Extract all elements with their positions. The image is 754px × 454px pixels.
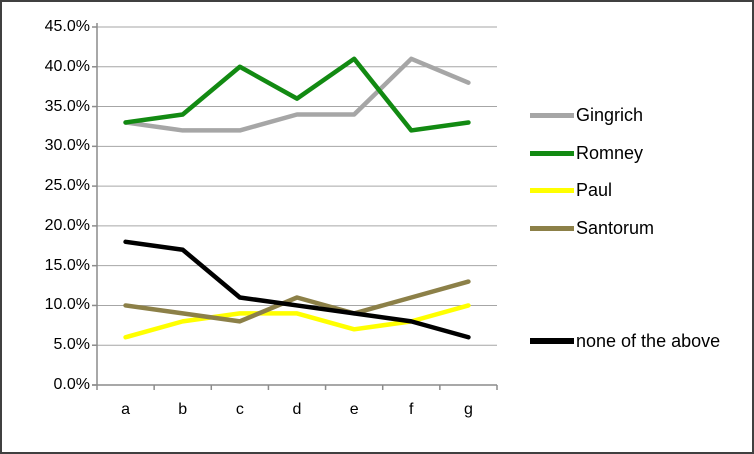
- y-tick-label: 35.0%: [44, 97, 90, 115]
- x-tick-label: a: [121, 401, 131, 418]
- y-tick-label: 15.0%: [44, 256, 90, 274]
- y-tick-label: 10.0%: [44, 296, 90, 314]
- x-tick-label: f: [409, 401, 414, 418]
- y-tick-label: 40.0%: [44, 57, 90, 75]
- y-tick-label: 25.0%: [44, 177, 90, 195]
- series-line-romney: [123, 56, 471, 133]
- x-tick-label: e: [349, 401, 359, 418]
- x-tick-label: b: [178, 401, 188, 418]
- y-tick-label: 45.0%: [44, 18, 90, 35]
- y-tick-label: 30.0%: [44, 137, 90, 155]
- y-tick-label: 0.0%: [53, 376, 90, 393]
- x-tick-label: c: [235, 401, 244, 418]
- x-tick-label: d: [292, 401, 302, 418]
- x-tick-label: g: [463, 401, 473, 418]
- series-line-santorum: [123, 279, 471, 324]
- y-tick-label: 20.0%: [44, 216, 90, 234]
- series-line-none-of-the-above: [123, 239, 471, 340]
- series-line-gingrich: [123, 56, 471, 133]
- y-tick-label: 5.0%: [53, 336, 90, 354]
